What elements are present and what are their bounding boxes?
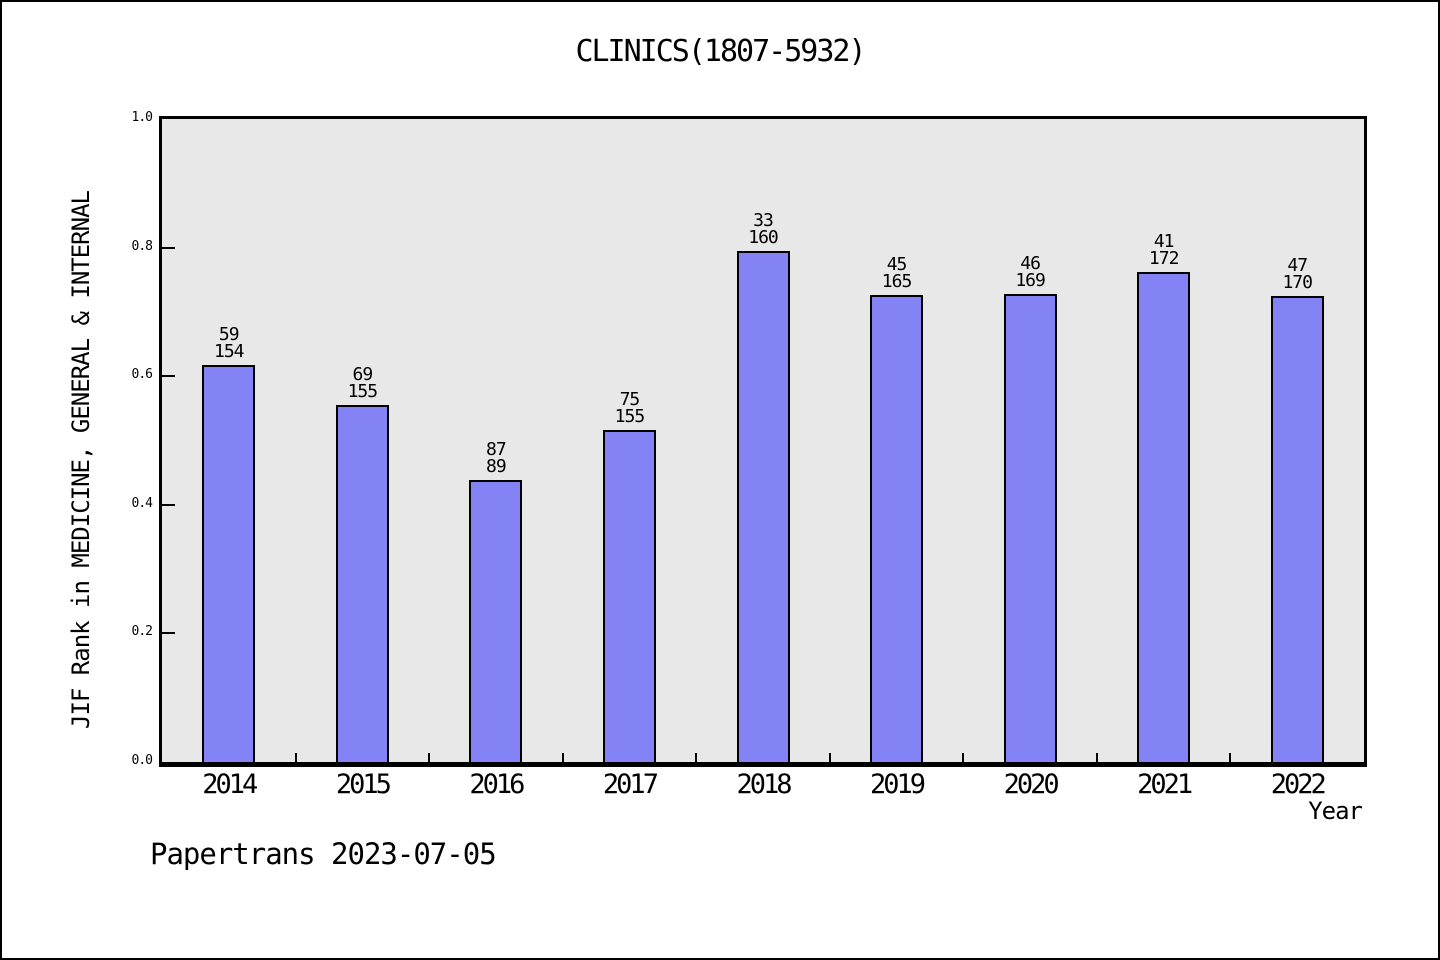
- x-minor-tick: [294, 753, 297, 762]
- y-tick-label: 1.0: [131, 110, 153, 125]
- bar-value-line: 155: [614, 406, 646, 428]
- bar-value-line: 41: [1153, 231, 1175, 253]
- bar-value-label: 59 154: [184, 324, 274, 363]
- bar-value-line: 160: [748, 227, 779, 249]
- x-minor-tick: [428, 753, 431, 762]
- y-tick-mark: [162, 375, 175, 378]
- x-tick-label: 2021: [1137, 769, 1193, 800]
- bar-value-line: 59: [218, 324, 240, 346]
- bar-value-line: 89: [486, 455, 507, 477]
- bar-value-line: 165: [881, 270, 913, 292]
- x-tick-label: 2015: [335, 769, 392, 800]
- bar: [1003, 293, 1057, 762]
- bar-value-label: 46 169: [985, 252, 1075, 291]
- x-tick-label: 2022: [1270, 769, 1327, 800]
- x-tick-label: 2016: [469, 769, 525, 800]
- bar-value-label: 87 89: [451, 438, 541, 477]
- bar-value-line: 46: [1020, 252, 1041, 274]
- bar-value-line: 155: [347, 381, 379, 403]
- footer-text: Papertrans 2023-07-05: [150, 837, 497, 871]
- bar-value-line: 87: [486, 438, 507, 460]
- x-minor-tick: [828, 753, 831, 762]
- bar-value-line: 172: [1148, 248, 1180, 270]
- y-tick-label: 0.4: [131, 495, 153, 511]
- x-tick-label: 2014: [202, 769, 258, 800]
- bar-value-line: 170: [1282, 272, 1313, 294]
- x-tick-label: 2020: [1003, 769, 1060, 800]
- bar-value-line: 45: [886, 253, 908, 275]
- bar: [1270, 296, 1324, 762]
- bar: [602, 430, 656, 762]
- bar-value-line: 69: [352, 364, 373, 386]
- y-tick-label: 0.6: [131, 367, 153, 383]
- bar-value-line: 47: [1287, 255, 1308, 277]
- y-tick-label: 0.0: [131, 753, 153, 768]
- bar-value-label: 41 172: [1119, 231, 1209, 270]
- bar: [736, 251, 790, 762]
- bar-value-label: 69 155: [317, 364, 407, 403]
- bar-value-line: 154: [214, 341, 245, 363]
- x-minor-tick: [561, 753, 564, 762]
- bar-value-label: 45 165: [852, 253, 942, 292]
- y-tick-label: 0.8: [131, 238, 153, 254]
- y-axis-label: JIF Rank in MEDICINE, GENERAL & INTERNAL: [67, 191, 95, 729]
- chart-title: CLINICS(1807-5932): [575, 34, 866, 69]
- bar: [335, 405, 389, 762]
- bar-value-label: 75 155: [584, 389, 674, 428]
- bar-value-line: 75: [619, 389, 641, 411]
- x-tick-label: 2018: [736, 769, 792, 800]
- bar: [202, 365, 256, 762]
- y-tick-label: 0.2: [131, 624, 153, 640]
- x-minor-tick: [695, 753, 698, 762]
- x-tick-label: 2019: [870, 769, 926, 800]
- bar: [1137, 272, 1191, 762]
- plot-area: 59 154 69 155 87 89 75 155 33 160 45 165 46 169 41 172 4…: [159, 116, 1367, 767]
- bar-value-line: 33: [753, 210, 774, 232]
- bar-value-label: 33 160: [718, 210, 808, 249]
- bar: [870, 294, 924, 762]
- x-minor-tick: [1095, 753, 1098, 762]
- y-tick-mark: [162, 503, 175, 506]
- x-minor-tick: [962, 753, 965, 762]
- bar: [469, 479, 523, 762]
- y-tick-mark: [162, 246, 175, 249]
- y-tick-mark: [162, 632, 175, 635]
- bar-value-label: 47 170: [1252, 255, 1342, 294]
- x-minor-tick: [1229, 753, 1232, 762]
- x-axis-label: Year: [1308, 797, 1363, 825]
- bar-value-line: 169: [1015, 269, 1046, 291]
- x-tick-label: 2017: [602, 769, 659, 800]
